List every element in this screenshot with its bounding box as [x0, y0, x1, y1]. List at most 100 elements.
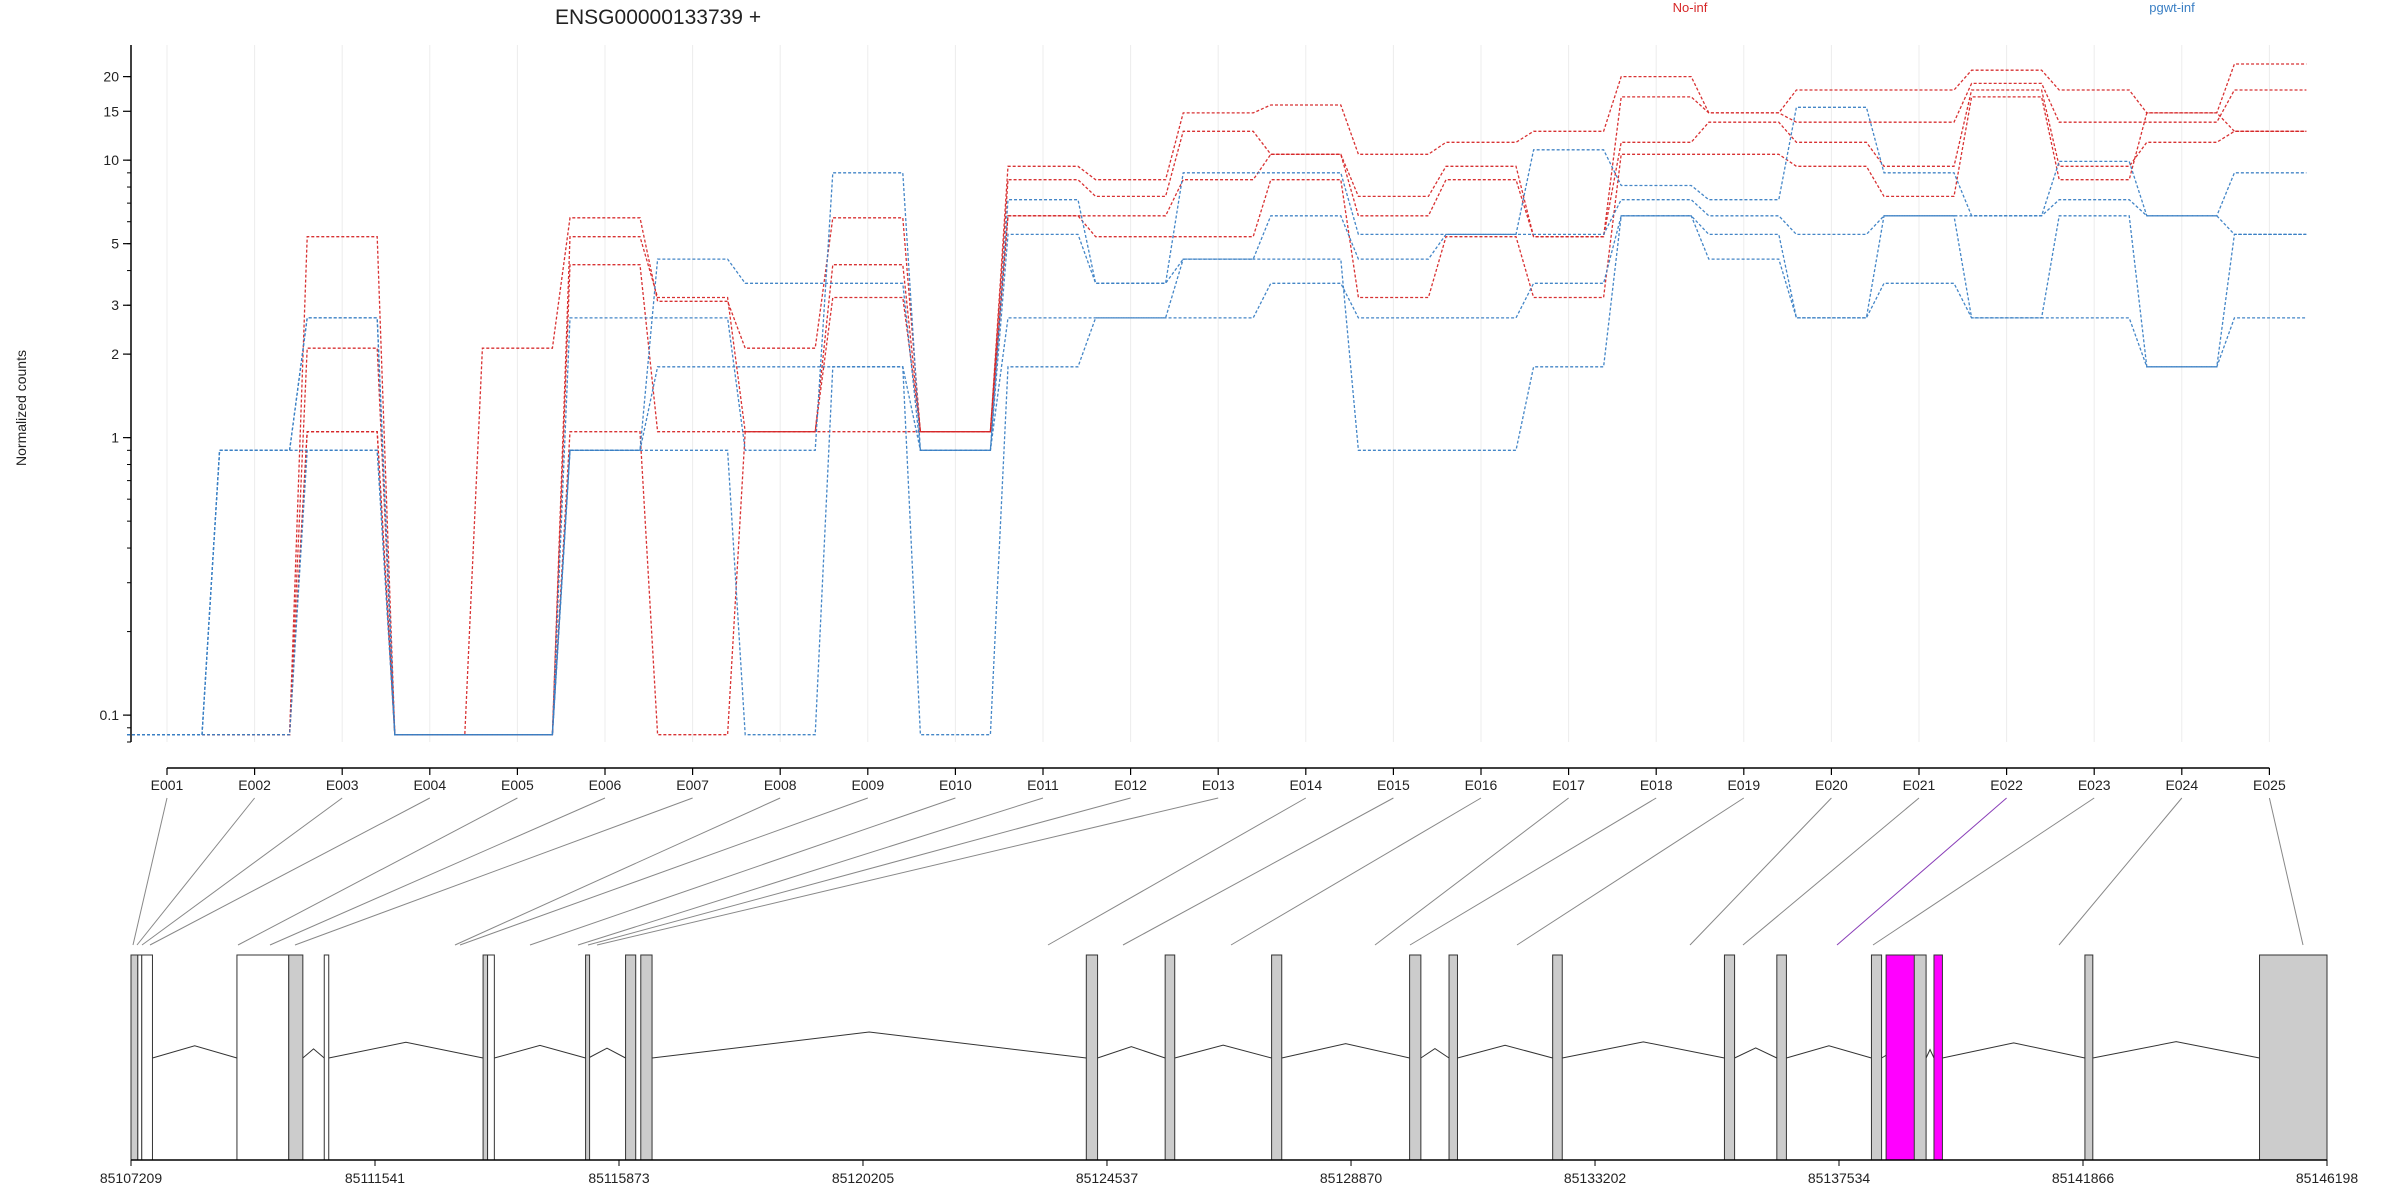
- coordinate-tick-label: 85111541: [345, 1170, 405, 1186]
- intron-line: [651, 1031, 1087, 1059]
- coordinate-tick-label: 85133202: [1564, 1170, 1627, 1186]
- series-line-no-inf-3: [127, 89, 2307, 736]
- axes: 0.1 1 2 3 5 10 15 20 E001 E002 E003 E004 E005 E006 E00…: [100, 45, 2286, 793]
- connector-e019: [1516, 797, 1745, 946]
- x-tick-label-e017: E017: [1552, 777, 1585, 793]
- y-tick-label: 0.1: [100, 707, 120, 723]
- exon-box-e007: [482, 954, 489, 1161]
- x-tick-label-e010: E010: [939, 777, 972, 793]
- coordinate-tick-label: 85107209: [100, 1170, 163, 1186]
- series-lines: [127, 63, 2307, 736]
- coordinate-tick-label: 85124537: [1076, 1170, 1139, 1186]
- connector-e007: [294, 797, 693, 946]
- exon-box-e013: [1164, 954, 1176, 1161]
- x-tick-label-e015: E015: [1377, 777, 1410, 793]
- intron-line: [1942, 1042, 2086, 1059]
- connector-e018: [1409, 797, 1657, 946]
- coordinate-tick-label: 85120205: [832, 1170, 895, 1186]
- connector-e016: [1230, 797, 1482, 946]
- connector-e010: [529, 797, 956, 946]
- exon-box-e005: [288, 954, 304, 1161]
- intron-line: [2092, 1041, 2260, 1059]
- connector-e020: [1689, 797, 1832, 946]
- coordinate-tick-label: 85128870: [1320, 1170, 1383, 1186]
- connector-e021: [1742, 797, 1920, 946]
- series-line-pgwt-inf-7: [127, 215, 2307, 736]
- connector-e001: [132, 797, 168, 946]
- exon-box-e008: [487, 954, 495, 1161]
- y-tick-label: 5: [111, 236, 119, 252]
- connector-e014: [1047, 797, 1307, 946]
- x-tick-label-e007: E007: [676, 777, 709, 793]
- connector-e008: [454, 797, 781, 946]
- exon-box-e001: [130, 954, 139, 1161]
- intron-line: [1420, 1047, 1450, 1059]
- x-tick-label-e004: E004: [413, 777, 446, 793]
- exon-box-e016: [1448, 954, 1458, 1161]
- x-tick-label-e024: E024: [2165, 777, 2198, 793]
- exon-box-e002: [137, 954, 143, 1161]
- exon-box-e015: [1409, 954, 1422, 1161]
- connector-e013: [596, 797, 1219, 946]
- connector-e025: [2268, 797, 2304, 946]
- y-axis-label: Normalized counts: [13, 350, 29, 466]
- series-line-no-inf-4: [127, 96, 2307, 736]
- connector-e002: [136, 797, 255, 946]
- exon-box-e012: [1085, 954, 1099, 1161]
- coordinate-tick-label: 85146198: [2296, 1170, 2359, 1186]
- exon-box-e017: [1552, 954, 1563, 1161]
- exon-box-e011: [640, 954, 653, 1161]
- connector-e022: [1836, 797, 2007, 946]
- legend-label-pgwt-inf: pgwt-inf: [2149, 0, 2195, 15]
- connector-e024: [2058, 797, 2183, 946]
- series-line-no-inf-2: [127, 82, 2307, 736]
- intron-line: [1786, 1045, 1872, 1059]
- x-tick-label-e022: E022: [1990, 777, 2023, 793]
- x-tick-label-e021: E021: [1903, 777, 1936, 793]
- exon-box-e003: [141, 954, 153, 1161]
- series-line-pgwt-inf-5: [127, 106, 2307, 736]
- exon-box-e006: [323, 954, 330, 1161]
- intron-line: [588, 1047, 626, 1059]
- legend-label-no-inf: No-inf: [1673, 0, 1708, 15]
- x-tick-label-e006: E006: [589, 777, 622, 793]
- x-tick-label-e018: E018: [1640, 777, 1673, 793]
- intron-line: [152, 1045, 238, 1059]
- x-tick-label-e011: E011: [1027, 777, 1059, 793]
- intron-line: [1562, 1041, 1725, 1059]
- chart-title: ENSG00000133739 +: [555, 6, 761, 29]
- intron-line: [1097, 1046, 1166, 1059]
- x-tick-label-e013: E013: [1202, 777, 1235, 793]
- x-tick-label-e002: E002: [238, 777, 271, 793]
- series-line-no-inf-1: [127, 63, 2307, 736]
- x-tick-label-e016: E016: [1465, 777, 1498, 793]
- y-tick-label: 1: [111, 430, 119, 446]
- x-tick-label-e025: E025: [2253, 777, 2286, 793]
- exon-box-e009: [585, 954, 591, 1161]
- x-tick-label-e012: E012: [1114, 777, 1147, 793]
- x-tick-label-e014: E014: [1289, 777, 1322, 793]
- y-tick-label: 2: [111, 346, 119, 362]
- series-line-pgwt-inf-8: [127, 215, 2307, 736]
- x-tick-label-e008: E008: [764, 777, 797, 793]
- connector-e011: [577, 797, 1044, 946]
- exon-box-e004: [236, 954, 290, 1161]
- y-tick-label: 3: [111, 297, 119, 313]
- intron-line: [1281, 1043, 1410, 1059]
- y-tick-label: 15: [103, 103, 119, 119]
- x-tick-label-e019: E019: [1727, 777, 1760, 793]
- y-tick-label: 20: [103, 69, 119, 85]
- exon-connectors: [132, 797, 2304, 946]
- exon-box-highlighted: [1885, 954, 1915, 1161]
- connector-e006: [269, 797, 606, 946]
- connector-e015: [1122, 797, 1394, 946]
- gene-model: 85107209 85111541 85115873 85120205 85124537…: [100, 954, 2359, 1186]
- x-tick-label-e023: E023: [2078, 777, 2111, 793]
- exon-box-e020: [1870, 954, 1883, 1161]
- connector-e004: [149, 797, 431, 946]
- exon-box-e010: [625, 954, 637, 1161]
- connector-e005: [237, 797, 518, 946]
- intron-line: [1457, 1044, 1553, 1059]
- x-tick-label-e020: E020: [1815, 777, 1848, 793]
